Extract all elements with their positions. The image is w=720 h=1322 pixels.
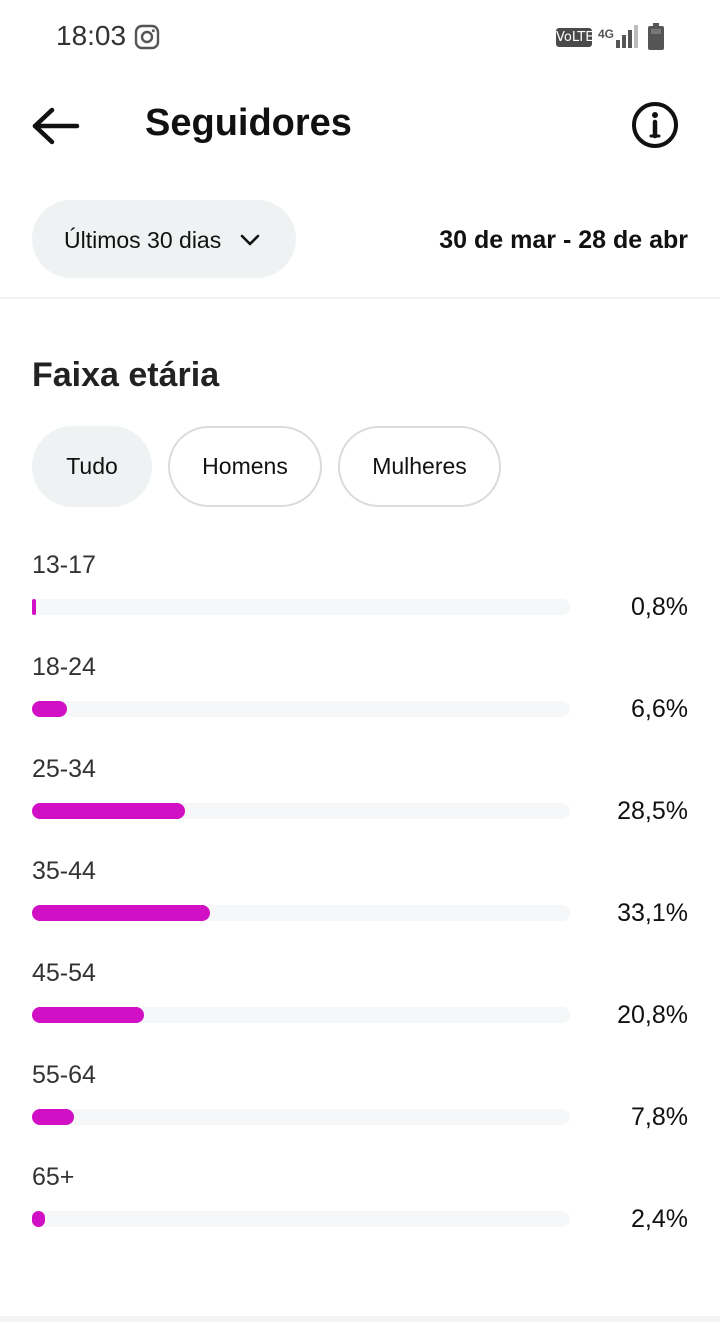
bar-track <box>32 1109 570 1125</box>
age-range-label: 25-34 <box>32 755 96 783</box>
chip-label: Mulheres <box>372 453 467 479</box>
instagram-icon <box>134 24 160 50</box>
age-range-label: 18-24 <box>32 653 96 681</box>
period-label: Últimos 30 dias <box>64 227 222 253</box>
network-type: 4G <box>598 27 615 41</box>
chip-label: Homens <box>202 453 288 479</box>
volte-badge: VoLTE <box>556 28 594 47</box>
page-title: Seguidores <box>145 102 352 144</box>
chevron-down-icon <box>240 234 260 246</box>
chip-men[interactable]: Homens <box>168 426 322 507</box>
age-range-label: 13-17 <box>32 551 96 579</box>
age-percent: 2,4% <box>631 1205 688 1233</box>
bar-fill <box>32 905 210 921</box>
signal-icon <box>616 25 638 48</box>
battery-icon <box>648 23 664 50</box>
age-percent: 0,8% <box>631 593 688 621</box>
date-range: 30 de mar - 28 de abr <box>439 226 688 254</box>
age-percent: 33,1% <box>617 899 688 927</box>
bar-fill <box>32 1109 74 1125</box>
bar-track <box>32 1211 570 1227</box>
age-percent: 20,8% <box>617 1001 688 1029</box>
age-percent: 7,8% <box>631 1103 688 1131</box>
bar-track <box>32 599 570 615</box>
divider <box>0 297 720 299</box>
bottom-divider <box>0 1316 720 1322</box>
age-percent: 28,5% <box>617 797 688 825</box>
info-icon <box>632 102 678 148</box>
bar-fill <box>32 1007 144 1023</box>
chip-label: Tudo <box>66 453 118 479</box>
age-percent: 6,6% <box>631 695 688 723</box>
status-time: 18:03 <box>56 20 127 51</box>
arrow-left-icon <box>32 107 80 145</box>
bar-track <box>32 1007 570 1023</box>
bar-fill <box>32 701 68 717</box>
back-button[interactable] <box>28 100 84 152</box>
age-range-label: 65+ <box>32 1163 75 1191</box>
bar-fill <box>32 1211 45 1227</box>
period-dropdown[interactable]: Últimos 30 dias <box>32 200 296 278</box>
info-button[interactable] <box>630 100 680 150</box>
status-bar: 18:03 VoLTE 4G <box>0 0 720 72</box>
age-range-label: 55-64 <box>32 1061 96 1089</box>
chip-all[interactable]: Tudo <box>32 426 152 507</box>
bar-track <box>32 701 570 717</box>
section-title: Faixa etária <box>32 356 220 394</box>
chip-women[interactable]: Mulheres <box>338 426 501 507</box>
age-range-label: 35-44 <box>32 857 96 885</box>
bar-track <box>32 803 570 819</box>
age-range-label: 45-54 <box>32 959 96 987</box>
bar-track <box>32 905 570 921</box>
bar-fill <box>32 803 186 819</box>
bar-fill <box>32 599 37 615</box>
